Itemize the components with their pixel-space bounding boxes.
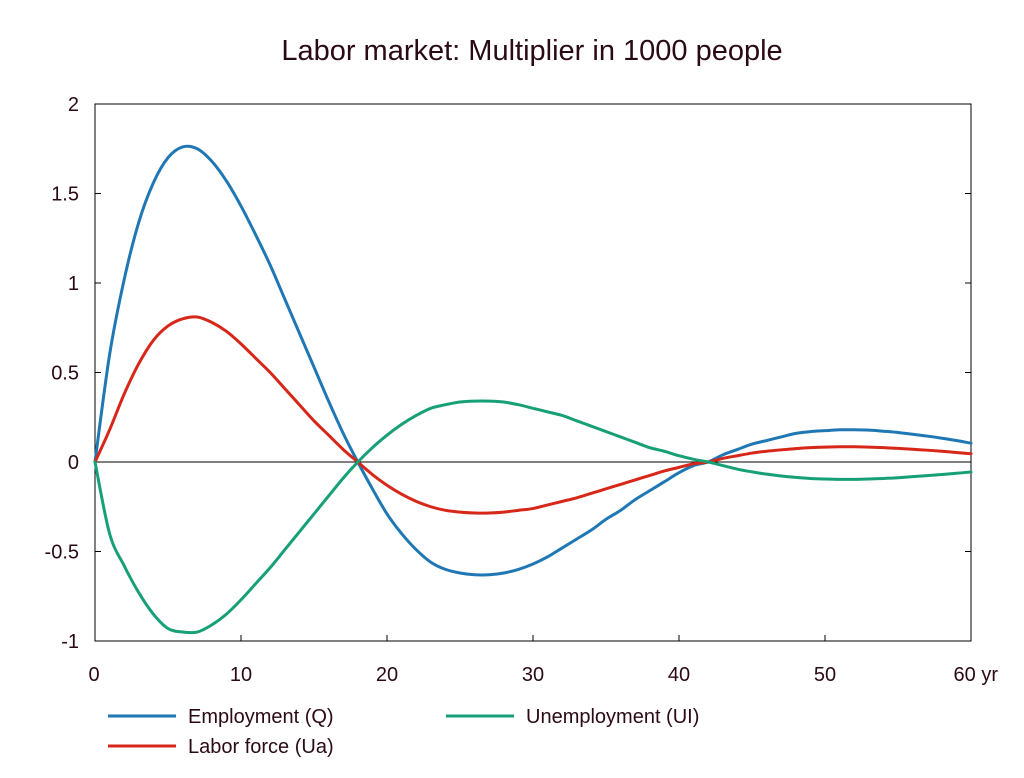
x-tick-label: 30: [522, 664, 544, 686]
x-tick-label: 40: [668, 664, 690, 686]
series-lines: [93, 144, 973, 635]
chart-title: Labor market: Multiplier in 1000 people: [281, 35, 782, 67]
plot-border: [94, 103, 972, 642]
y-tick-label: 0: [68, 452, 79, 474]
plot-area: [94, 103, 972, 642]
series-line-employment-q: [93, 144, 973, 577]
y-axis: 2 1.5 1 0.5 0 -0.5 -1: [45, 94, 971, 653]
y-tick-label: 2: [68, 94, 79, 116]
legend: Employment (Q) Labor force (Ua) Unemployme…: [108, 706, 699, 758]
x-tick-label: 60 yr: [954, 664, 999, 686]
legend-label-employment-q: Employment (Q): [188, 706, 334, 728]
legend-label-unemployment-ui: Unemployment (UI): [526, 706, 699, 728]
y-tick-label: 1.5: [51, 184, 79, 206]
x-tick-label: 20: [376, 664, 398, 686]
legend-label-labor-force-ua: Labor force (Ua): [188, 736, 334, 758]
y-tick-label: -0.5: [45, 542, 79, 564]
x-tick-label: 10: [230, 664, 252, 686]
series-line-unemployment-ui: [93, 399, 973, 635]
x-tick-label: 0: [88, 664, 99, 686]
y-tick-label: 0.5: [51, 363, 79, 385]
y-tick-label: -1: [61, 631, 79, 653]
x-tick-label: 50: [814, 664, 836, 686]
y-tick-label: 1: [68, 273, 79, 295]
series-line-labor-force-ua: [93, 315, 973, 515]
x-axis: 0 10 20 30 40 50 60 yr: [88, 635, 998, 686]
